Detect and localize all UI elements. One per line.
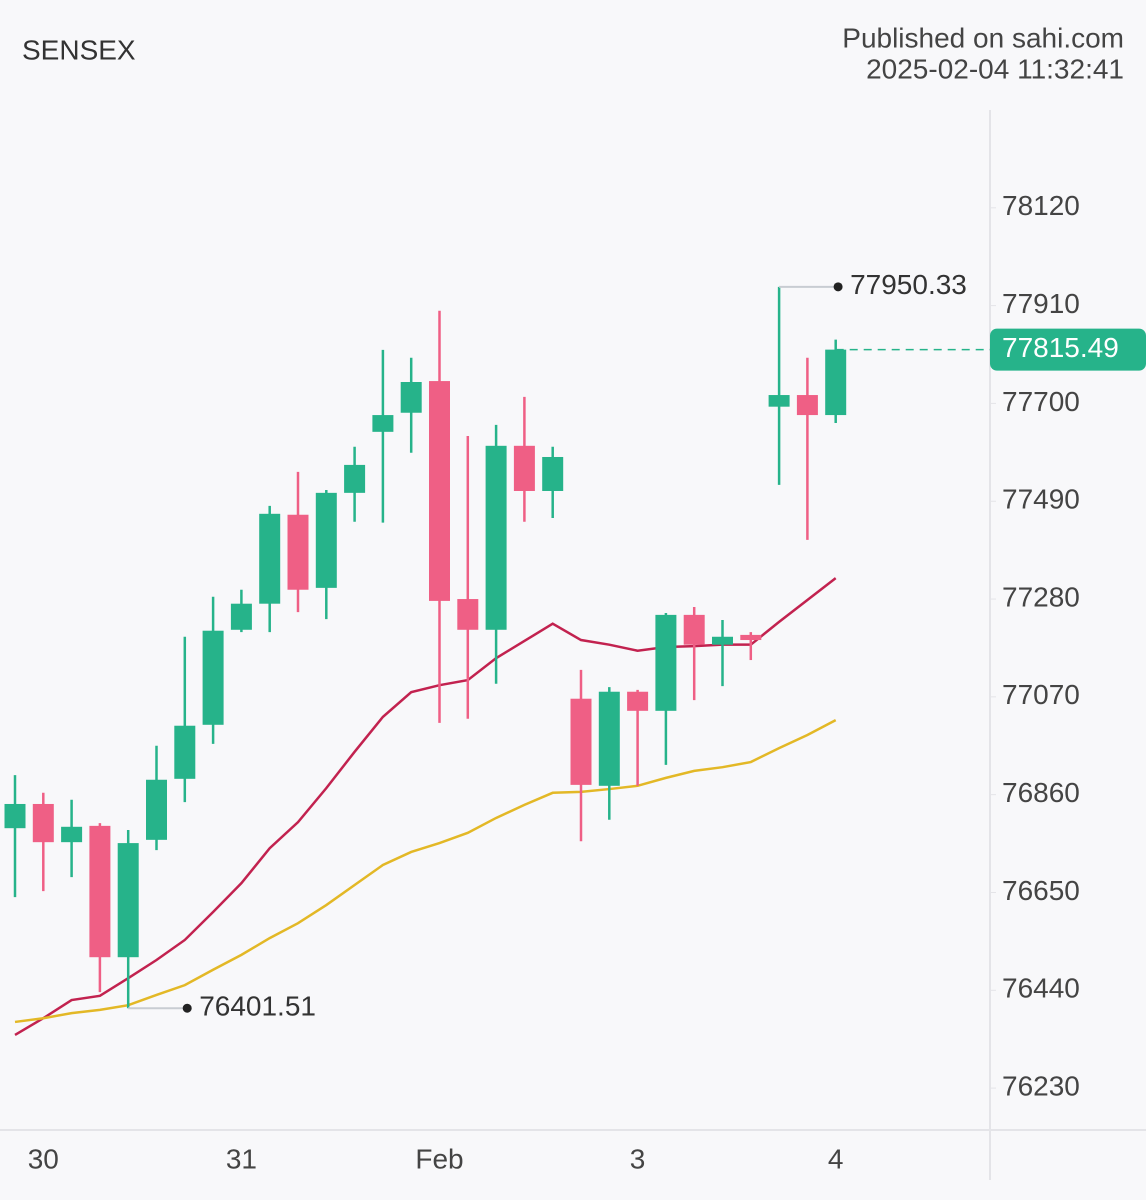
candle-body bbox=[89, 825, 111, 958]
candle-body bbox=[542, 456, 564, 491]
candle-body bbox=[61, 826, 83, 843]
y-tick-label: 77700 bbox=[1002, 386, 1080, 417]
candle-body bbox=[315, 492, 337, 588]
candle-body bbox=[485, 445, 507, 630]
high-marker-label: 77950.33 bbox=[850, 269, 967, 300]
candle-body bbox=[627, 691, 649, 711]
candle-body bbox=[655, 614, 677, 711]
y-tick-label: 76650 bbox=[1002, 875, 1080, 906]
x-tick-label: 4 bbox=[828, 1143, 844, 1174]
candle-body bbox=[796, 395, 818, 416]
last-price-badge bbox=[990, 328, 1146, 371]
y-tick-label: 76860 bbox=[1002, 777, 1080, 808]
last-price-label: 77815.49 bbox=[1002, 332, 1119, 363]
candle-body bbox=[230, 603, 252, 630]
candle-body bbox=[400, 382, 422, 413]
candle-body bbox=[513, 445, 535, 491]
candle-body bbox=[740, 634, 762, 641]
moving-average-line bbox=[14, 719, 837, 1024]
candle-body bbox=[344, 464, 366, 493]
timestamp: 2025-02-04 11:32:41 bbox=[866, 53, 1124, 84]
candle-body bbox=[825, 349, 847, 416]
candle-body bbox=[174, 725, 196, 779]
candle-body bbox=[712, 636, 733, 645]
candle-body bbox=[768, 395, 790, 407]
candle-body bbox=[570, 698, 592, 785]
candle-body bbox=[202, 630, 224, 725]
candle-body bbox=[146, 779, 167, 840]
y-tick-label: 76230 bbox=[1002, 1070, 1080, 1101]
y-tick-label: 78120 bbox=[1002, 190, 1080, 221]
y-tick-label: 76440 bbox=[1002, 973, 1080, 1004]
candle-body bbox=[457, 599, 479, 630]
y-tick-label: 77490 bbox=[1002, 484, 1080, 515]
x-tick-label: 3 bbox=[630, 1143, 646, 1174]
x-tick-label: 31 bbox=[226, 1143, 257, 1174]
low-marker-dot bbox=[182, 1003, 192, 1013]
candle-body bbox=[372, 415, 394, 432]
candle-body bbox=[259, 513, 281, 604]
candle-body bbox=[683, 614, 705, 645]
chart-title: SENSEX bbox=[22, 34, 136, 65]
high-marker-dot bbox=[833, 282, 843, 292]
candle-body bbox=[32, 803, 54, 843]
candle-body bbox=[598, 691, 620, 786]
y-tick-label: 77280 bbox=[1002, 581, 1080, 612]
candle-body bbox=[4, 803, 26, 829]
x-tick-label: 30 bbox=[28, 1143, 59, 1174]
candle-body bbox=[287, 514, 309, 590]
y-tick-label: 77910 bbox=[1002, 288, 1080, 319]
moving-average-line bbox=[14, 577, 837, 1037]
candle-body bbox=[429, 381, 450, 601]
source: Published on sahi.com bbox=[842, 22, 1124, 53]
candle-body bbox=[117, 843, 139, 958]
x-tick-label: Feb bbox=[415, 1143, 463, 1174]
y-tick-label: 77070 bbox=[1002, 679, 1080, 710]
low-marker-label: 76401.51 bbox=[199, 991, 316, 1022]
